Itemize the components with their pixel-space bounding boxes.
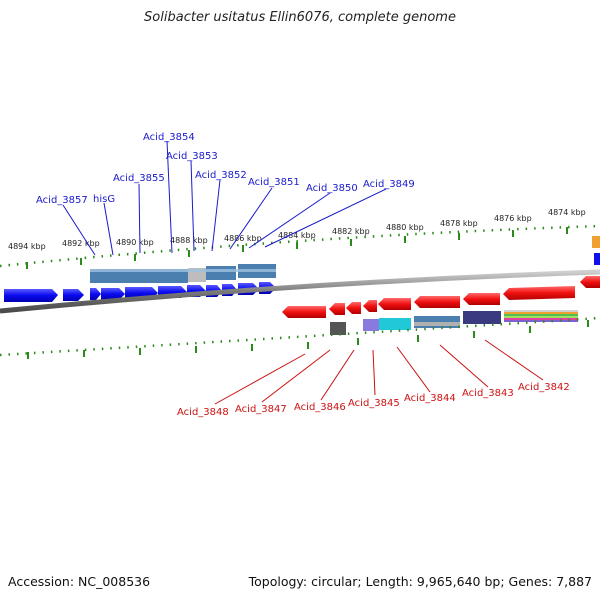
gene-label: Acid_3851 bbox=[248, 177, 300, 188]
accession-label: Accession: NC_008536 bbox=[8, 574, 151, 589]
gene-label: Acid_3852 bbox=[195, 170, 247, 181]
bottom-gene-labels: Acid_3848 Acid_3847 Acid_3846 Acid_3845 … bbox=[177, 382, 570, 418]
kbp-label: 4892 kbp bbox=[62, 239, 100, 248]
edge-feature bbox=[594, 253, 600, 265]
gene-label: hisG bbox=[93, 194, 115, 205]
genome-title: Solibacter usitatus Ellin6076, complete … bbox=[144, 10, 456, 25]
gene-label: Acid_3847 bbox=[235, 404, 287, 415]
top-gene-labels: Acid_3857 hisG Acid_3855 Acid_3854 Acid_… bbox=[36, 132, 415, 206]
genome-backbone bbox=[0, 269, 600, 314]
gene-label: Acid_3857 bbox=[36, 195, 88, 206]
top-leader-lines bbox=[62, 140, 387, 256]
gene-label: Acid_3842 bbox=[518, 382, 570, 393]
kbp-label: 4880 kbp bbox=[386, 223, 424, 232]
kbp-label: 4886 kbp bbox=[224, 234, 262, 243]
gene-label: Acid_3848 bbox=[177, 407, 229, 418]
reverse-feature-blocks bbox=[330, 310, 578, 335]
kbp-label: 4884 kbp bbox=[278, 231, 316, 240]
kbp-label: 4888 kbp bbox=[170, 236, 208, 245]
kbp-label: 4878 kbp bbox=[440, 219, 478, 228]
gene-label: Acid_3845 bbox=[348, 398, 400, 409]
kbp-label: 4894 kbp bbox=[8, 242, 46, 251]
forward-feature-blocks bbox=[90, 264, 276, 283]
outer-ruler bbox=[0, 224, 600, 269]
kbp-label: 4874 kbp bbox=[548, 208, 586, 217]
gene-label: Acid_3854 bbox=[143, 132, 195, 143]
gene-label: Acid_3853 bbox=[166, 151, 218, 162]
reverse-genes bbox=[282, 276, 600, 318]
gene-label: Acid_3855 bbox=[113, 173, 165, 184]
kbp-label: 4876 kbp bbox=[494, 214, 532, 223]
gene-label: Acid_3843 bbox=[462, 388, 514, 399]
edge-feature bbox=[592, 236, 600, 248]
topology-label: Topology: circular; Length: 9,965,640 bp… bbox=[248, 574, 592, 589]
gene-label: Acid_3849 bbox=[363, 179, 415, 190]
inner-ruler bbox=[0, 316, 600, 359]
kbp-labels: 4894 kbp 4892 kbp 4890 kbp 4888 kbp 4886… bbox=[8, 208, 586, 251]
kbp-label: 4882 kbp bbox=[332, 227, 370, 236]
gene-label: Acid_3850 bbox=[306, 183, 358, 194]
gene-label: Acid_3846 bbox=[294, 402, 346, 413]
gene-label: Acid_3844 bbox=[404, 393, 456, 404]
kbp-label: 4890 kbp bbox=[116, 238, 154, 247]
bottom-leader-lines bbox=[214, 339, 544, 405]
